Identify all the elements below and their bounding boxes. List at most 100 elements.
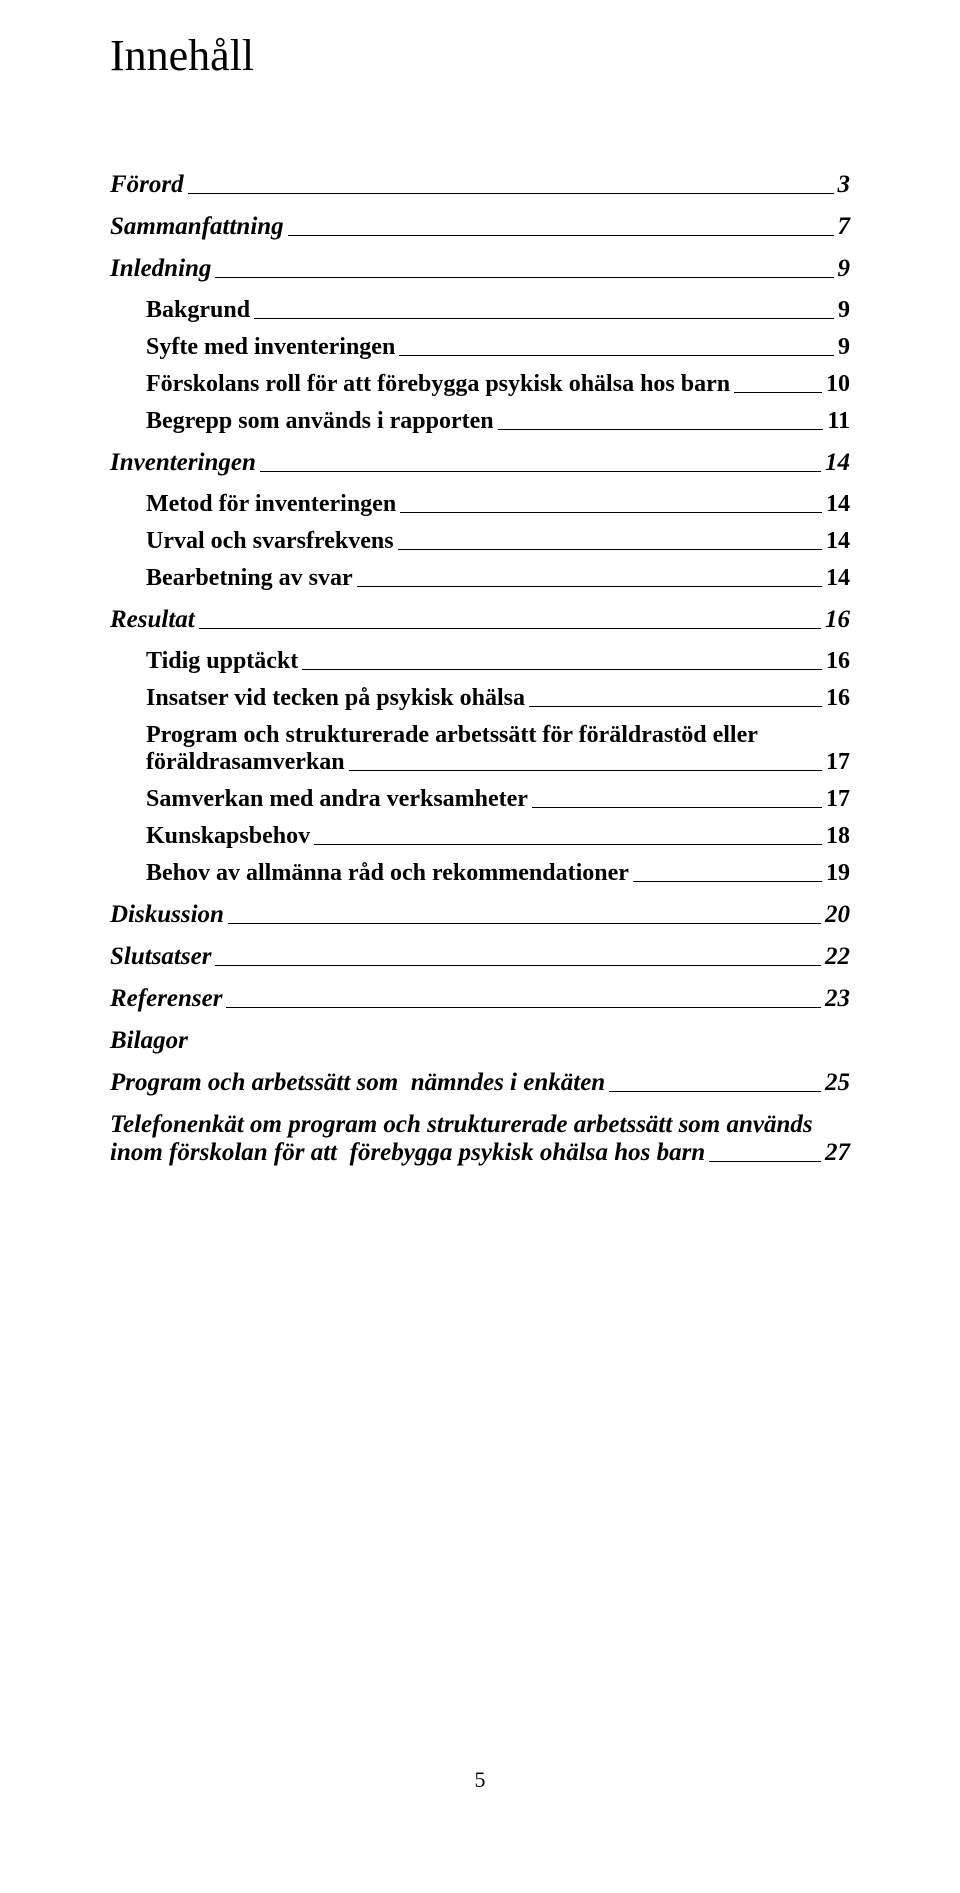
toc-entry-page: 20 [825, 901, 850, 929]
toc-entry-page: 3 [838, 171, 851, 199]
toc-entry-label: Metod för inventeringen [146, 491, 396, 518]
toc-leader [215, 277, 833, 278]
toc-entry-label: Urval och svarsfrekvens [146, 528, 394, 555]
toc-leader [400, 512, 822, 513]
toc-entry: Bearbetning av svar 14 [110, 565, 850, 592]
toc-entry: Bilagor [110, 1027, 850, 1055]
toc-entry-label: Bearbetning av svar [146, 565, 353, 592]
toc-page: Innehåll Förord 3 Sammanfattning 7 Inledning… [0, 0, 960, 1893]
toc-entry: Program och arbetssätt som nämndes i enk… [110, 1069, 850, 1097]
toc-entry: Resultat 16 [110, 606, 850, 634]
toc-entry: Sammanfattning 7 [110, 213, 850, 241]
toc-entry-label: Insatser vid tecken på psykisk ohälsa [146, 685, 525, 712]
toc-entry: Metod för inventeringen 14 [110, 491, 850, 518]
toc-leader [498, 429, 824, 430]
toc-leader [288, 235, 834, 236]
toc-entry-page: 14 [826, 528, 850, 555]
toc-entry-page: 18 [826, 823, 850, 850]
toc-entry-label: Resultat [110, 606, 195, 634]
toc-entry: Inledning 9 [110, 255, 850, 283]
toc-leader [226, 1007, 821, 1008]
toc-leader [199, 628, 821, 629]
toc-entry: Begrepp som används i rapporten 11 [110, 408, 850, 435]
toc-entry: Referenser 23 [110, 985, 850, 1013]
toc-entry: Telefonenkät om program och strukturerad… [110, 1111, 850, 1167]
toc-entry-page: 19 [826, 860, 850, 887]
toc-entry-label-line1: Program och strukturerade arbetssätt för… [146, 722, 850, 749]
toc-entry-label: Slutsatser [110, 943, 211, 971]
toc-entry: Förskolans roll för att förebygga psykis… [110, 371, 850, 398]
toc-entry-label: Syfte med inventeringen [146, 334, 395, 361]
toc-leader [260, 471, 821, 472]
toc-entry: Diskussion 20 [110, 901, 850, 929]
toc-leader [349, 770, 822, 771]
toc-title: Innehåll [110, 30, 850, 81]
toc-leader [609, 1091, 821, 1092]
toc-entry: Kunskapsbehov 18 [110, 823, 850, 850]
toc-entry-label-line1: Telefonenkät om program och strukturerad… [110, 1111, 850, 1139]
toc-entry-page: 9 [838, 255, 851, 283]
toc-entry-label: Bilagor [110, 1027, 188, 1055]
toc-entry: Insatser vid tecken på psykisk ohälsa 16 [110, 685, 850, 712]
toc-entry-label: Kunskapsbehov [146, 823, 310, 850]
toc-entry: Bakgrund 9 [110, 297, 850, 324]
toc-leader [357, 586, 822, 587]
toc-entry-label: Bakgrund [146, 297, 250, 324]
toc-entry: Samverkan med andra verksamheter 17 [110, 786, 850, 813]
toc-entry-page: 17 [826, 786, 850, 813]
toc-entry-page: 11 [827, 408, 850, 435]
toc-leader [228, 923, 821, 924]
toc-entry: Behov av allmänna råd och rekommendation… [110, 860, 850, 887]
toc-leader [532, 807, 822, 808]
toc-entry: Program och strukturerade arbetssätt för… [110, 722, 850, 776]
toc-entry-page: 10 [826, 371, 850, 398]
toc-entry: Syfte med inventeringen 9 [110, 334, 850, 361]
toc-entry-label: Program och arbetssätt som nämndes i enk… [110, 1069, 605, 1097]
toc-leader [188, 193, 834, 194]
toc-entry: Tidig upptäckt 16 [110, 648, 850, 675]
toc-entry-label-line2: inom förskolan för att förebygga psykisk… [110, 1139, 705, 1167]
toc-entry-page: 25 [825, 1069, 850, 1097]
toc-entry-page: 16 [826, 685, 850, 712]
toc-entry-label: Förskolans roll för att förebygga psykis… [146, 371, 730, 398]
toc-entry-page: 27 [825, 1139, 850, 1167]
toc-entry-label: Sammanfattning [110, 213, 284, 241]
toc-leader [399, 355, 834, 356]
toc-entry-page: 16 [826, 648, 850, 675]
page-number: 5 [0, 1767, 960, 1793]
toc-entry-page: 9 [838, 297, 850, 324]
toc-entry-label: Samverkan med andra verksamheter [146, 786, 528, 813]
toc-entry-page: 22 [825, 943, 850, 971]
toc-entry-page: 9 [838, 334, 850, 361]
toc-entry-label: Inventeringen [110, 449, 256, 477]
toc-entry: Slutsatser 22 [110, 943, 850, 971]
toc-leader [254, 318, 834, 319]
toc-entry-page: 16 [825, 606, 850, 634]
toc-entry-label: Begrepp som används i rapporten [146, 408, 494, 435]
toc-entry: Urval och svarsfrekvens 14 [110, 528, 850, 555]
toc-entry-page: 14 [826, 491, 850, 518]
toc-entry-label: Referenser [110, 985, 222, 1013]
toc-entry-label-line2: föräldrasamverkan [146, 749, 345, 776]
toc-entry-label: Tidig upptäckt [146, 648, 298, 675]
toc-entry-page: 14 [825, 449, 850, 477]
toc-entry-page: 17 [826, 749, 850, 776]
toc-leader [709, 1161, 821, 1162]
toc-entry-page: 7 [838, 213, 851, 241]
toc-entry: Förord 3 [110, 171, 850, 199]
toc-entry-page: 14 [826, 565, 850, 592]
toc-list: Förord3Sammanfattning7Inledning9Bakgrund… [110, 171, 850, 1167]
toc-leader [529, 706, 822, 707]
toc-entry-label: Behov av allmänna råd och rekommendation… [146, 860, 629, 887]
toc-leader [314, 844, 822, 845]
toc-entry: Inventeringen 14 [110, 449, 850, 477]
toc-entry-label: Förord [110, 171, 184, 199]
toc-leader [734, 392, 822, 393]
toc-entry-label: Inledning [110, 255, 211, 283]
toc-entry-row: inom förskolan för att förebygga psykisk… [110, 1139, 850, 1167]
toc-entry-label: Diskussion [110, 901, 224, 929]
toc-entry-page: 23 [825, 985, 850, 1013]
toc-leader [215, 965, 821, 966]
toc-leader [633, 881, 822, 882]
toc-leader [398, 549, 822, 550]
